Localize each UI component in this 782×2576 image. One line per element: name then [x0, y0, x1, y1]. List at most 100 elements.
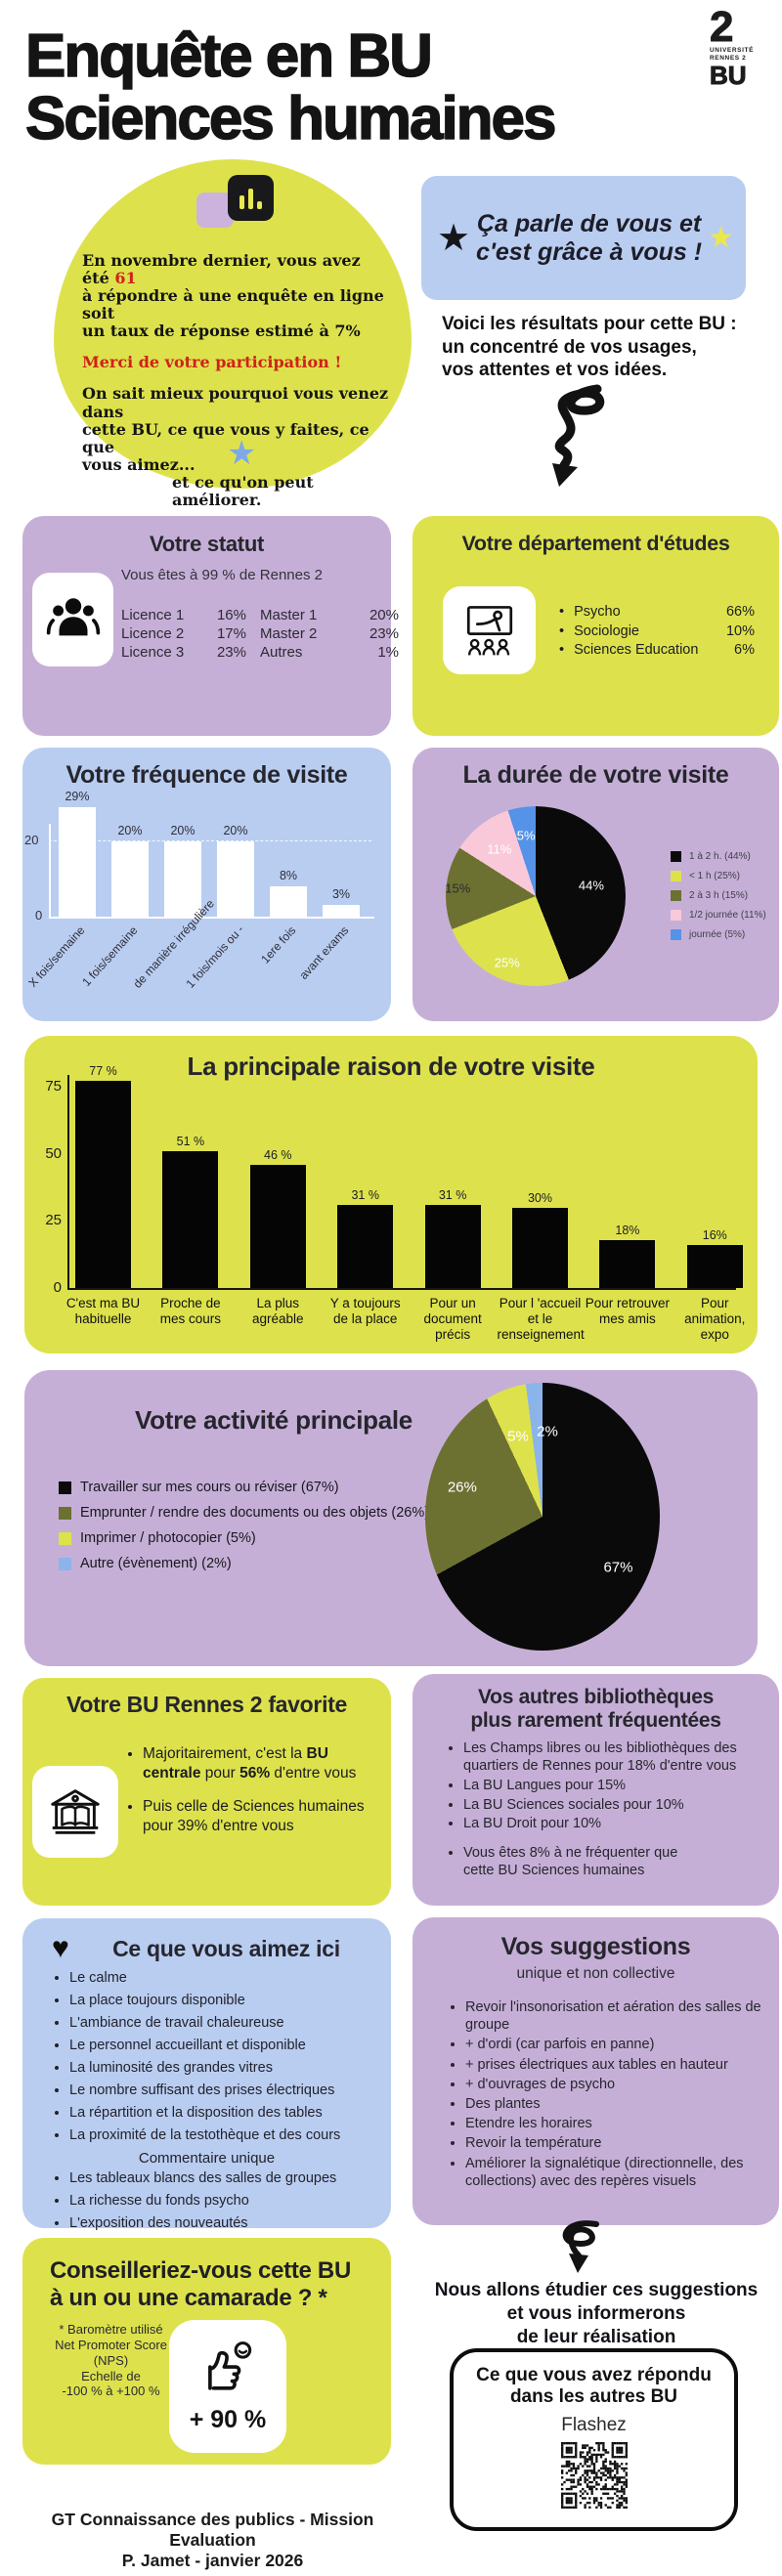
- legend-item: Travailler sur mes cours ou réviser (67%…: [59, 1480, 429, 1495]
- like-bullet: La place toujours disponible: [69, 1991, 381, 2011]
- bar-chart-icon: [228, 175, 274, 221]
- legend-label: < 1 h (25%): [689, 871, 740, 881]
- frequency-bar-chart: 20 0 29% X fois/semaine 20% 1 fois/semaine 20%…: [22, 748, 391, 1021]
- favorite-card: Votre BU Rennes 2 favorite Majoritaireme…: [22, 1678, 391, 1906]
- suggestions-card: Vos suggestions unique et non collective…: [413, 1917, 779, 2225]
- legend-item: Autre (évènement) (2%): [59, 1556, 429, 1571]
- gridline-20: [49, 840, 371, 841]
- legend-label: 2 à 3 h (15%): [689, 890, 749, 901]
- followup-text: Nous allons étudier ces suggestions et v…: [434, 2280, 759, 2347]
- statut-title: Votre statut: [149, 532, 264, 556]
- bar-value-label: 8%: [279, 869, 298, 883]
- qr-action-label: Flashez: [561, 2414, 627, 2435]
- bar-value-label: 51 %: [176, 1134, 205, 1148]
- heart-icon: ♥: [52, 1932, 69, 1964]
- like-bullet: Le nombre suffisant des prises électriqu…: [69, 2081, 381, 2101]
- statut-row: Licence 1 16% Master 1 20%: [121, 606, 399, 624]
- bar-value-label: 18%: [615, 1223, 640, 1237]
- legend-label: Autre (évènement) (2%): [80, 1556, 232, 1571]
- legend-swatch: [59, 1531, 71, 1545]
- bar-value-label: 46 %: [264, 1147, 292, 1162]
- x-category-label: Pour l 'accueil et le renseignement: [497, 1296, 585, 1342]
- legend-item: 1 à 2 h. (44%): [671, 851, 766, 862]
- bar: [162, 1150, 219, 1288]
- badge-text: Ça parle de vous et c'est grâce à vous !: [476, 209, 703, 266]
- people-icon: [46, 598, 100, 636]
- bar-value-label: 31 %: [351, 1187, 379, 1202]
- results-intro-text: Voici les résultats pour cette BU : un c…: [442, 314, 737, 381]
- nps-score-tile: + 90 %: [169, 2320, 286, 2453]
- x-category-label: C'est ma BU habituelle: [65, 1296, 141, 1326]
- legend-label: Travailler sur mes cours ou réviser (67%…: [80, 1480, 339, 1495]
- qr-box-title: Ce que vous avez répondu dans les autres…: [476, 2365, 712, 2407]
- y-tick-label: 75: [45, 1077, 62, 1095]
- rennes2-bu-logo: 2 UNIVERSITÉ RENNES 2 BU: [710, 5, 774, 91]
- logo-bu-label: BU: [710, 61, 748, 91]
- legend-swatch: [671, 890, 681, 901]
- other-libs-card: Vos autres bibliothèques plus rarement f…: [413, 1674, 779, 1906]
- library-icon: [51, 1789, 100, 1834]
- suggestion-bullet: Revoir l'insonorisation et aération des …: [465, 1998, 767, 2034]
- likes-subheading: Commentaire unique: [138, 2150, 276, 2167]
- departement-title: Votre département d'études: [461, 532, 730, 555]
- departement-label: Sociologie: [574, 623, 639, 639]
- legend-label: 1/2 journée (11%): [689, 910, 766, 921]
- bar-value-label: 77 %: [89, 1064, 117, 1079]
- other-libs-title: Vos autres bibliothèques plus rarement f…: [470, 1686, 721, 1733]
- bar-value-label: 3%: [331, 887, 351, 902]
- bar: [512, 1207, 568, 1288]
- x-axis-line: [49, 917, 374, 919]
- activity-legend: Travailler sur mes cours ou réviser (67%…: [59, 1480, 429, 1581]
- statut-cell: Master 1: [260, 607, 318, 623]
- footer-line2: P. Jamet - janvier 2026: [121, 2551, 304, 2570]
- bullet-dot: •: [559, 604, 565, 620]
- footer-line1: GT Connaissance des publics - Mission Ev…: [51, 2510, 374, 2550]
- x-category-label: Proche de mes cours: [159, 1296, 222, 1326]
- activity-title: Votre activité principale: [135, 1405, 413, 1435]
- qr-box: Ce que vous avez répondu dans les autres…: [450, 2348, 738, 2531]
- duration-card: La durée de votre visite 44% 25% 15% 11% 5% …: [413, 748, 779, 1021]
- duration-title: La durée de votre visite: [462, 761, 729, 789]
- suggestion-bullet: + prises électriques aux tables en haute…: [465, 2056, 767, 2074]
- bar-value-label: 31 %: [438, 1187, 467, 1202]
- pie-slice-label: 44%: [578, 878, 604, 893]
- bar-value-label: 20%: [223, 824, 248, 837]
- legend-item: < 1 h (25%): [671, 871, 766, 881]
- bar: [164, 841, 201, 917]
- legend-swatch: [671, 929, 681, 940]
- nps-card: Conseilleriez-vous cette BU à un ou une …: [22, 2238, 391, 2465]
- like-bullet: Le calme: [69, 1968, 381, 1989]
- statut-cell: 23%: [369, 625, 399, 642]
- bullet-dot: •: [559, 623, 565, 639]
- bullet-dot: •: [559, 642, 565, 658]
- black-star-icon: ★: [437, 217, 471, 259]
- departement-value: 6%: [734, 642, 755, 658]
- intro-blob: En novembre dernier, vous avez été 61 à …: [54, 159, 412, 509]
- pie-slice-label: 11%: [487, 841, 512, 857]
- bar-value-label: 16%: [702, 1228, 727, 1242]
- statut-row: Licence 3 23% Autres 1%: [121, 643, 399, 662]
- like-bullet: La proximité de la testothèque et des co…: [69, 2125, 381, 2146]
- duration-pie-chart: 44% 25% 15% 11% 5%: [413, 748, 779, 1021]
- y-tick-label: 25: [45, 1212, 62, 1229]
- nps-note: * Baromètre utilisé Net Promoter Score (…: [55, 2322, 167, 2399]
- suggestion-bullet: + d'ouvrages de psycho: [465, 2076, 767, 2093]
- people-icon-tile: [32, 573, 113, 666]
- departement-label: Psycho: [574, 604, 621, 620]
- statut-cell: Autres: [260, 644, 303, 661]
- favorite-bullet: Puis celle de Sciences humaines pour 39%…: [143, 1797, 381, 1836]
- x-category-label: Y a toujours de la place: [329, 1296, 401, 1326]
- departement-item: • Psycho 66%: [559, 604, 755, 621]
- other-lib-bullet: La BU Droit pour 10%: [463, 1816, 765, 1833]
- statut-cell: 16%: [216, 607, 246, 623]
- small-squiggle-arrow-icon: [562, 2220, 599, 2273]
- intro-text: En novembre dernier, vous avez été 61 à …: [82, 251, 390, 509]
- bar: [75, 1081, 131, 1288]
- like-bullet: Le personnel accueillant et disponible: [69, 2036, 381, 2056]
- bar: [249, 1164, 306, 1288]
- pie: [446, 806, 626, 986]
- yellow-star-icon: ★: [708, 221, 734, 254]
- respondent-count: 61: [114, 269, 137, 288]
- y-tick-label: 50: [45, 1144, 62, 1162]
- intro-paragraph-1: En novembre dernier, vous avez été 61 à …: [82, 251, 384, 341]
